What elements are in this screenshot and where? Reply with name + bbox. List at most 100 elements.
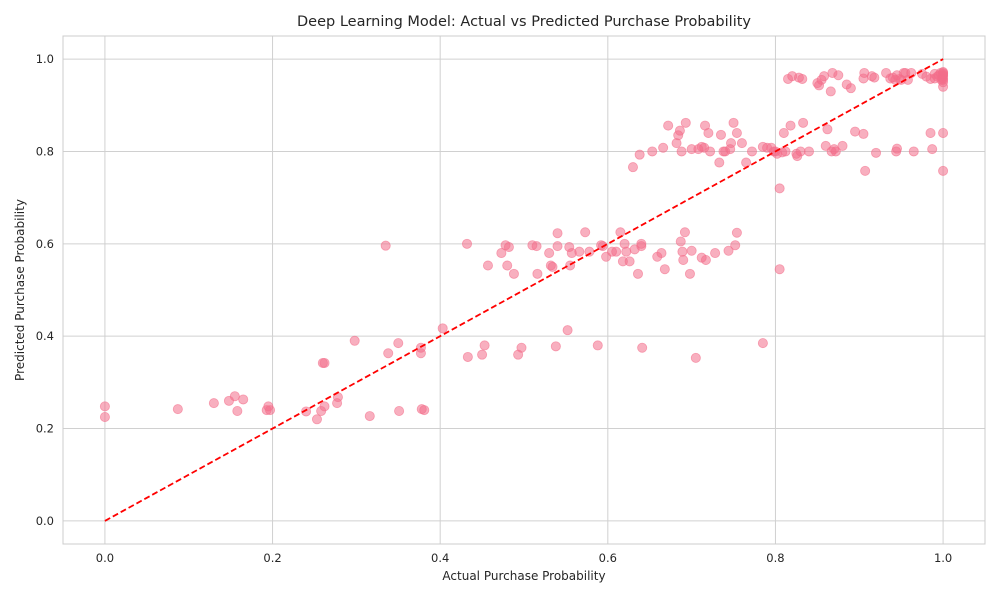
data-point — [479, 340, 490, 351]
data-point — [636, 241, 647, 252]
data-point — [822, 124, 833, 135]
data-point — [858, 128, 869, 139]
data-point — [349, 335, 360, 346]
data-point — [730, 240, 741, 251]
data-point — [580, 227, 591, 238]
x-tick-label: 0.6 — [599, 551, 617, 565]
data-point — [265, 405, 276, 416]
y-tick-label: 1.0 — [36, 52, 54, 66]
data-point — [871, 147, 882, 158]
data-point — [726, 138, 737, 149]
data-point — [637, 342, 648, 353]
data-point — [229, 391, 240, 402]
x-tick-label: 0.8 — [766, 551, 784, 565]
data-point — [547, 261, 558, 272]
data-point — [703, 127, 714, 138]
x-tick-label: 0.0 — [96, 551, 114, 565]
data-point — [508, 268, 519, 279]
data-point — [803, 146, 814, 157]
data-point — [552, 228, 563, 239]
data-point — [860, 165, 871, 176]
data-point — [647, 146, 658, 157]
x-tick-label: 0.4 — [431, 551, 449, 565]
y-tick-label: 0.8 — [36, 144, 54, 158]
data-point — [503, 242, 514, 253]
x-tick-label: 1.0 — [934, 551, 952, 565]
data-point — [659, 264, 670, 275]
data-point — [819, 71, 830, 82]
data-point — [627, 162, 638, 173]
data-point — [383, 348, 394, 359]
data-point — [208, 398, 219, 409]
plot-frame — [62, 35, 986, 545]
data-point — [477, 349, 488, 360]
ideal-reference-line — [104, 58, 944, 522]
data-point — [830, 146, 841, 157]
data-point — [938, 127, 949, 138]
data-point — [798, 117, 809, 128]
data-point — [415, 348, 426, 359]
data-point — [232, 405, 243, 416]
x-tick-label: 0.2 — [263, 551, 281, 565]
data-point — [678, 254, 689, 265]
data-point — [482, 260, 493, 271]
data-point — [419, 405, 430, 416]
data-point — [780, 146, 791, 157]
data-point — [797, 73, 808, 84]
data-point — [785, 120, 796, 131]
data-point — [394, 405, 405, 416]
data-point — [677, 246, 688, 257]
data-point — [778, 127, 789, 138]
data-point — [736, 138, 747, 149]
data-point — [632, 268, 643, 279]
data-point — [592, 340, 603, 351]
data-point — [746, 146, 757, 157]
data-point — [774, 183, 785, 194]
data-point — [380, 240, 391, 251]
data-point — [532, 268, 543, 279]
data-point — [795, 146, 806, 157]
data-point — [550, 341, 561, 352]
data-point — [311, 414, 322, 425]
y-tick-labels: 0.0 0.2 0.4 0.6 0.8 1.0 — [36, 52, 54, 528]
data-point — [531, 241, 542, 252]
data-point — [676, 146, 687, 157]
data-point — [674, 125, 685, 136]
data-point — [658, 142, 669, 153]
data-point — [624, 256, 635, 267]
data-point — [621, 246, 632, 257]
x-axis-label: Actual Purchase Probability — [442, 569, 605, 583]
data-point — [238, 394, 249, 405]
data-point — [715, 129, 726, 140]
y-tick-label: 0.4 — [36, 329, 54, 343]
data-point — [99, 411, 110, 422]
data-point — [496, 248, 507, 259]
y-axis-label: Predicted Purchase Probability — [13, 199, 27, 381]
y-tick-label: 0.0 — [36, 514, 54, 528]
data-point — [927, 144, 938, 155]
data-point — [741, 157, 752, 168]
data-point — [731, 227, 742, 238]
data-point — [562, 325, 573, 336]
data-point — [611, 246, 622, 257]
data-point — [833, 70, 844, 81]
data-points — [99, 67, 949, 425]
data-point — [462, 351, 473, 362]
data-point — [757, 338, 768, 349]
data-point — [656, 248, 667, 259]
data-point — [723, 245, 734, 256]
data-point — [99, 401, 110, 412]
data-point — [714, 157, 725, 168]
data-point — [502, 260, 513, 271]
data-point — [850, 126, 861, 137]
grid — [63, 36, 985, 544]
data-point — [774, 264, 785, 275]
data-point — [837, 140, 848, 151]
data-point — [938, 81, 949, 92]
data-point — [705, 146, 716, 157]
data-point — [938, 67, 949, 78]
data-point — [684, 268, 695, 279]
data-point — [690, 352, 701, 363]
